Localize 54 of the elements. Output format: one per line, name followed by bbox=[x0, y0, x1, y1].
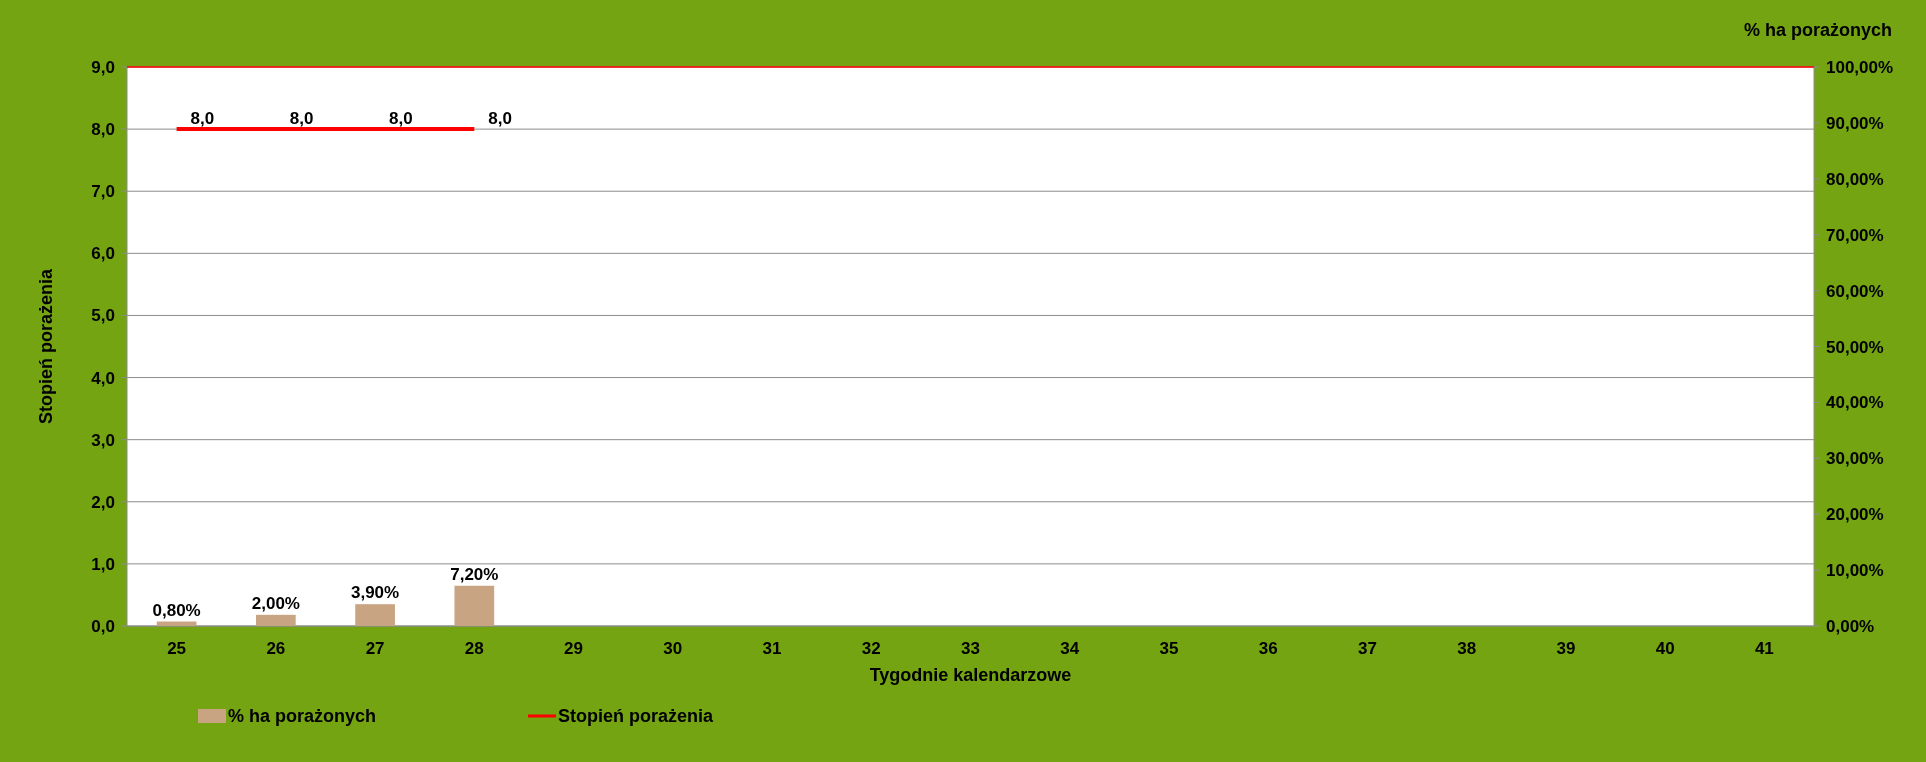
data-label: 2,00% bbox=[251, 593, 300, 613]
x-tick-label: 26 bbox=[266, 639, 286, 658]
legend-label: Stopień porażenia bbox=[558, 706, 715, 726]
y2-tick-label: 20,00% bbox=[1826, 505, 1884, 525]
x-tick-label: 32 bbox=[861, 639, 881, 658]
bar bbox=[355, 604, 395, 626]
y2-tick-label: 30,00% bbox=[1826, 449, 1884, 469]
x-tick-label: 27 bbox=[365, 639, 385, 658]
y2-tick-label: 70,00% bbox=[1826, 225, 1884, 245]
x-axis-title: Tygodnie kalendarzowe bbox=[869, 665, 1072, 685]
y-tick-label: 2,0 bbox=[91, 492, 115, 512]
y-tick-label: 4,0 bbox=[91, 368, 115, 388]
x-tick-label: 31 bbox=[762, 639, 782, 658]
x-tick-label: 28 bbox=[464, 639, 484, 658]
legend-label: % ha porażonych bbox=[228, 706, 377, 726]
y2-tick-label: 40,00% bbox=[1826, 393, 1884, 413]
y-tick-label: 8,0 bbox=[91, 120, 115, 140]
bar bbox=[256, 614, 296, 626]
y2-tick-label: 60,00% bbox=[1826, 281, 1884, 301]
x-tick-label: 25 bbox=[167, 639, 187, 658]
x-tick-label: 29 bbox=[564, 639, 584, 658]
x-tick-label: 37 bbox=[1357, 639, 1377, 658]
y2-tick-label: 90,00% bbox=[1826, 113, 1884, 133]
x-tick-label: 30 bbox=[663, 639, 683, 658]
data-label: 8,0 bbox=[389, 109, 413, 129]
y2-tick-label: 0,00% bbox=[1826, 617, 1875, 636]
y2-tick-label: 80,00% bbox=[1826, 169, 1884, 189]
y-tick-label: 1,0 bbox=[91, 554, 115, 574]
x-tick-label: 38 bbox=[1457, 639, 1477, 658]
x-tick-label: 33 bbox=[961, 639, 980, 658]
y2-tick-label: 10,00% bbox=[1826, 561, 1884, 581]
y-tick-label: 9,0 bbox=[91, 58, 115, 77]
y2-axis-title: % ha porażonych bbox=[1743, 20, 1892, 40]
x-tick-label: 40 bbox=[1655, 639, 1675, 658]
x-tick-label: 36 bbox=[1258, 639, 1278, 658]
x-tick-label: 34 bbox=[1060, 639, 1080, 658]
y2-tick-label: 50,00% bbox=[1826, 337, 1884, 357]
y-axis-title: Stopień porażenia bbox=[36, 268, 56, 425]
x-tick-label: 41 bbox=[1754, 639, 1774, 658]
y-tick-label: 7,0 bbox=[91, 182, 115, 202]
data-label: 0,80% bbox=[152, 600, 201, 620]
x-tick-label: 39 bbox=[1556, 639, 1576, 658]
y-tick-label: 3,0 bbox=[91, 430, 115, 450]
y-tick-label: 6,0 bbox=[91, 244, 115, 264]
data-label: 8,0 bbox=[289, 109, 314, 129]
bar bbox=[454, 585, 495, 626]
data-label: 7,20% bbox=[450, 564, 499, 584]
data-label: 3,90% bbox=[350, 583, 400, 603]
x-tick-label: 35 bbox=[1159, 639, 1179, 658]
y2-tick-label: 100,00% bbox=[1826, 58, 1894, 77]
y-tick-label: 0,0 bbox=[91, 617, 115, 636]
data-label: 8,0 bbox=[488, 109, 512, 129]
y-tick-label: 5,0 bbox=[91, 306, 115, 326]
data-label: 8,0 bbox=[190, 109, 215, 129]
